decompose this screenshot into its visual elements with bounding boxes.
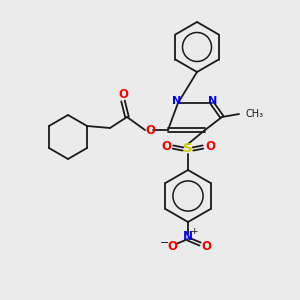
Text: N: N: [172, 96, 182, 106]
Text: +: +: [190, 227, 198, 236]
Text: O: O: [145, 124, 155, 136]
Text: S: S: [183, 142, 193, 155]
Text: N: N: [208, 96, 217, 106]
Text: CH₃: CH₃: [245, 109, 263, 119]
Text: O: O: [205, 140, 215, 154]
Text: O: O: [161, 140, 171, 154]
Text: O: O: [201, 241, 211, 254]
Text: N: N: [183, 230, 193, 242]
Text: O: O: [118, 88, 128, 100]
Text: O: O: [167, 241, 177, 254]
Text: −: −: [160, 238, 170, 248]
